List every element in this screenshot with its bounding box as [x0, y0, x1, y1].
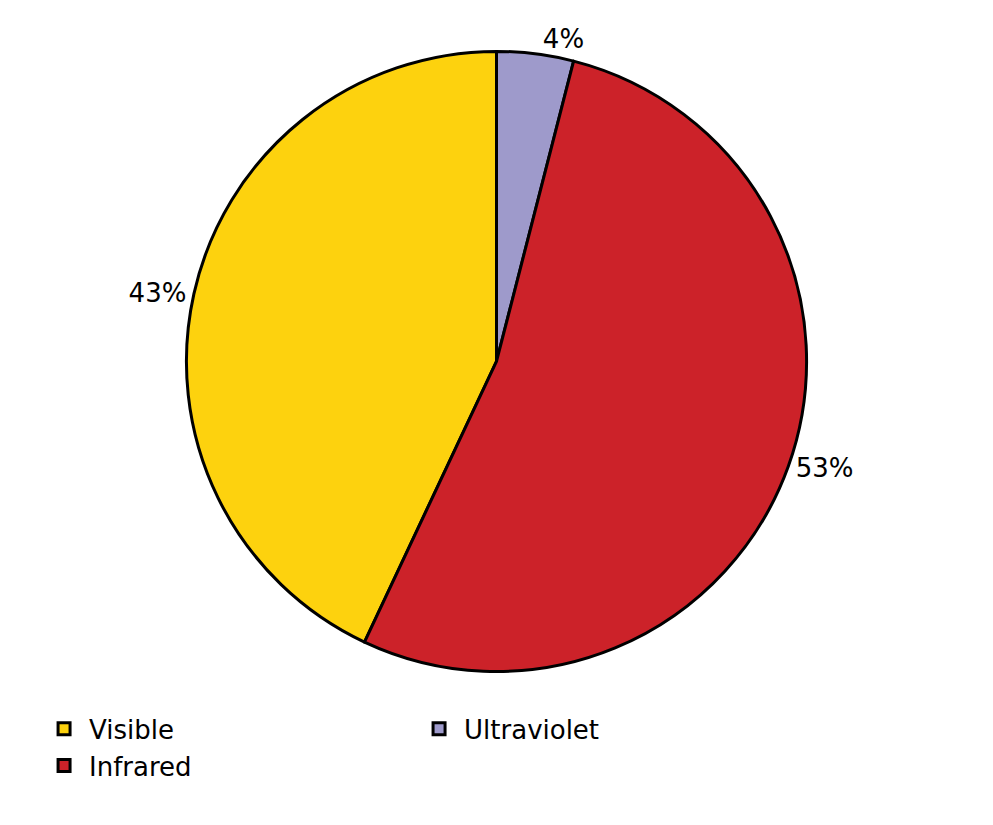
svg-text:Visible: Visible — [89, 715, 174, 745]
svg-text:Ultraviolet: Ultraviolet — [464, 715, 599, 745]
svg-text:4%: 4% — [543, 24, 584, 54]
svg-text:Infrared: Infrared — [89, 752, 192, 782]
svg-text:53%: 53% — [796, 453, 854, 483]
svg-text:43%: 43% — [129, 278, 187, 308]
